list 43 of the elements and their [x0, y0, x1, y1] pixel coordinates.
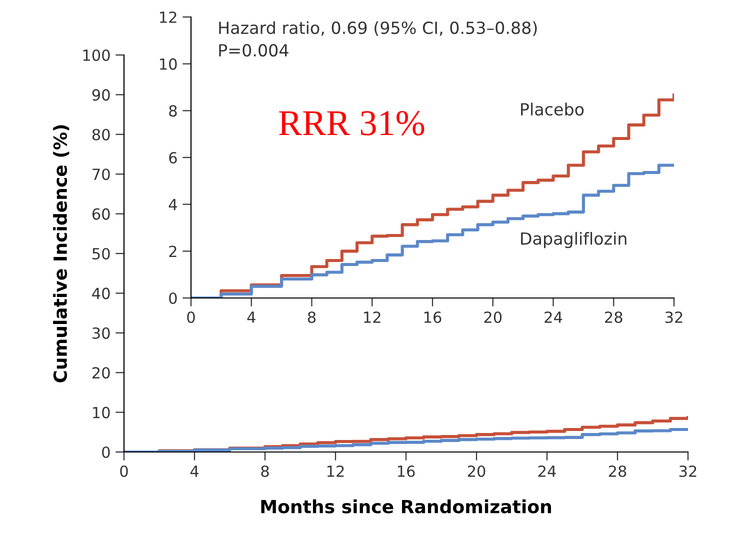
x-tick-label: 32: [665, 311, 682, 324]
y-tick-label: 0: [169, 292, 177, 304]
y-tick-label: 4: [168, 199, 177, 210]
y-tick-label: 90: [92, 89, 110, 101]
y-tick-label: 80: [92, 128, 110, 140]
y-axis-title: Cumulative Incidence (%): [53, 125, 70, 382]
x-tick-label: 16: [424, 311, 442, 324]
annotation: RRR 31%: [278, 111, 424, 136]
y-tick-label: 50: [92, 248, 110, 260]
x-tick-label: 12: [327, 465, 344, 477]
y-tick-label: 12: [160, 11, 176, 23]
x-axis-title: Months since Randomization: [261, 499, 551, 514]
y-tick-label: 30: [92, 327, 110, 339]
x-tick-label: 24: [538, 465, 556, 477]
y-tick-label: 2: [169, 246, 176, 257]
x-tick-label: 24: [544, 311, 562, 323]
y-tick-label: 0: [102, 446, 110, 458]
x-tick-label: 4: [247, 312, 256, 323]
x-tick-label: 20: [468, 465, 486, 478]
y-tick-label: 20: [92, 367, 110, 379]
x-tick-label: 0: [187, 311, 195, 324]
y-tick-label: 100: [83, 49, 110, 62]
y-tick-label: 10: [93, 406, 110, 418]
text: Placebo: [521, 102, 584, 116]
x-tick-label: 12: [364, 311, 380, 323]
y-tick-label: 70: [92, 168, 110, 180]
x-tick-label: 4: [190, 466, 199, 477]
y-tick-label: 6: [169, 152, 177, 164]
x-tick-label: 28: [605, 311, 622, 324]
x-tick-label: 28: [608, 465, 626, 478]
x-tick-label: 16: [398, 465, 415, 478]
x-tick-label: 32: [679, 465, 696, 478]
y-tick-label: 60: [92, 208, 110, 220]
annotation: P=0.004: [219, 44, 288, 57]
x-tick-label: 8: [308, 311, 316, 324]
y-tick-label: 10: [160, 58, 177, 70]
x-tick-label: 8: [261, 465, 269, 478]
y-tick-label: 8: [169, 105, 177, 117]
annotation: Hazard ratio, 0.69 (95% CI, 0.53–0.88): [219, 21, 537, 36]
y-tick-label: 40: [92, 288, 110, 300]
x-tick-label: 20: [484, 311, 502, 324]
x-tick-label: 0: [120, 465, 128, 478]
series-label: Dapagliflozin: [521, 232, 626, 248]
